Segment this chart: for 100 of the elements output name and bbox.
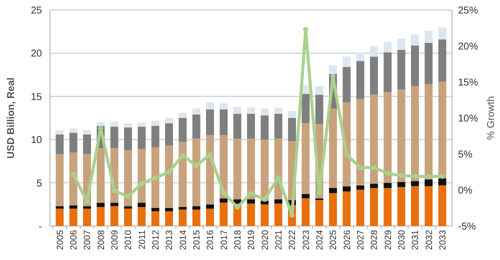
bar xyxy=(424,179,433,186)
y2-tick-label: 0% xyxy=(458,186,473,196)
point xyxy=(234,204,240,210)
bar xyxy=(56,206,64,209)
bar xyxy=(302,123,310,194)
bar xyxy=(247,108,255,114)
x-tick-label: 2012 xyxy=(150,230,160,250)
bar xyxy=(96,206,105,226)
bar xyxy=(274,114,282,139)
y-tick-label: 20 xyxy=(30,48,42,60)
point xyxy=(385,170,390,176)
bar xyxy=(438,185,446,226)
x-tick-label: 2025 xyxy=(328,230,338,250)
bar xyxy=(424,30,433,43)
bar xyxy=(138,206,146,226)
point xyxy=(139,181,144,186)
x-tick-label: 2010 xyxy=(123,230,134,250)
bar xyxy=(96,148,105,203)
x-tick-label: 2018 xyxy=(232,230,242,250)
y2-tick-label: 5% xyxy=(458,150,473,160)
y-tick-label: 5 xyxy=(36,178,42,190)
bar xyxy=(356,98,364,186)
bar xyxy=(138,126,146,150)
y2-tick-label: -5% xyxy=(458,222,476,232)
bar xyxy=(329,65,337,74)
bar xyxy=(138,149,146,203)
bar xyxy=(233,114,242,139)
bar xyxy=(370,94,378,184)
x-tick-label: 2007 xyxy=(82,230,92,250)
point xyxy=(221,190,226,196)
bar xyxy=(397,187,406,226)
y-tick-label: 25 xyxy=(30,6,42,16)
bar xyxy=(438,27,446,40)
bar xyxy=(233,106,242,114)
bar xyxy=(151,126,160,148)
bar xyxy=(260,204,269,226)
bar xyxy=(384,188,392,226)
y-tick-label: 15 xyxy=(30,92,42,103)
point xyxy=(248,191,254,196)
bar xyxy=(274,108,282,114)
bar xyxy=(83,206,91,209)
point xyxy=(358,165,363,170)
x-tick-label: 2008 xyxy=(96,230,106,250)
bar xyxy=(274,204,282,226)
x-tick-label: 2030 xyxy=(396,230,406,250)
bar xyxy=(370,46,378,57)
bar xyxy=(411,34,419,46)
point xyxy=(398,173,404,178)
bar xyxy=(356,60,364,99)
bar xyxy=(288,111,296,118)
bar xyxy=(274,199,282,204)
bar xyxy=(124,123,132,128)
point xyxy=(112,188,117,194)
bar xyxy=(438,39,446,82)
bar xyxy=(342,186,351,192)
y-tick-label: - xyxy=(38,222,42,232)
bar xyxy=(260,115,269,140)
bar xyxy=(384,52,392,92)
bar xyxy=(56,154,64,206)
bar xyxy=(424,84,433,180)
x-tick-label: 2006 xyxy=(68,230,79,250)
bar xyxy=(178,142,187,207)
x-tick-label: 2005 xyxy=(54,230,65,250)
bar xyxy=(110,121,118,127)
point xyxy=(166,170,172,174)
bar xyxy=(192,108,200,115)
bar xyxy=(411,186,419,226)
x-tick-label: 2026 xyxy=(342,230,352,250)
bar xyxy=(342,56,351,68)
x-tick-label: 2016 xyxy=(205,230,216,250)
bar xyxy=(438,178,446,186)
bar xyxy=(220,198,228,203)
bar xyxy=(329,108,337,188)
bar xyxy=(178,118,187,142)
bar xyxy=(110,206,118,226)
bar xyxy=(124,206,132,209)
x-tick-label: 2021 xyxy=(273,230,284,250)
bar xyxy=(220,109,228,136)
bar xyxy=(178,112,187,118)
x-tick-label: 2024 xyxy=(314,230,324,250)
bar xyxy=(397,89,406,182)
bar xyxy=(138,122,146,127)
y2-tick-label: 15% xyxy=(458,78,478,88)
x-tick-label: 2013 xyxy=(164,230,174,250)
bar xyxy=(411,181,419,186)
y-axis-title: USD Billion, Real xyxy=(6,77,17,159)
x-tick-label: 2009 xyxy=(110,230,120,250)
bar xyxy=(315,86,324,95)
bar xyxy=(192,206,200,210)
bar xyxy=(247,138,255,200)
bar xyxy=(151,208,160,212)
bar xyxy=(384,182,392,188)
point xyxy=(344,152,350,158)
bar xyxy=(178,206,187,210)
bar xyxy=(397,38,406,50)
bar xyxy=(329,188,337,194)
x-tick-label: 2015 xyxy=(191,230,202,250)
x-tick-label: 2023 xyxy=(300,230,311,250)
bar xyxy=(151,147,160,208)
bar xyxy=(315,94,324,124)
